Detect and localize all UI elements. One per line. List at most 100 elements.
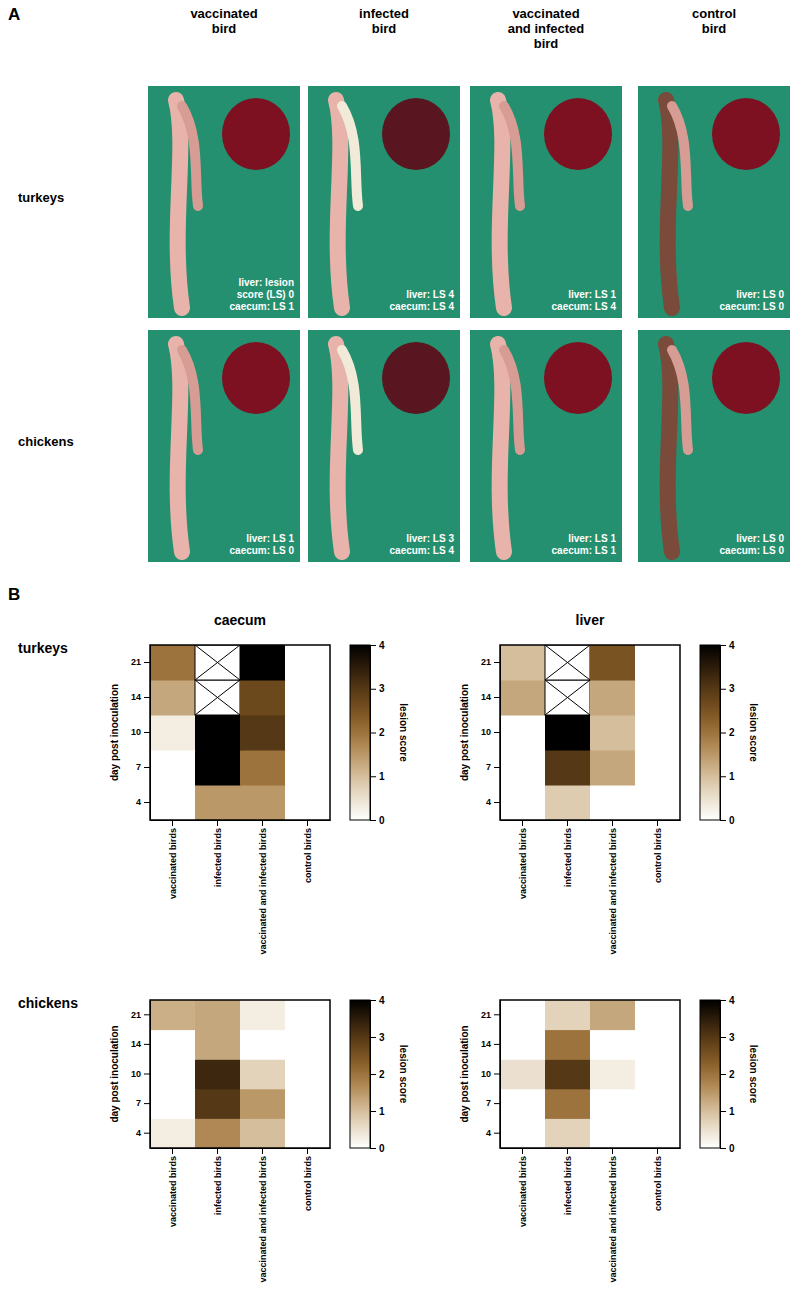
column-header: bird xyxy=(212,21,237,36)
cell xyxy=(545,785,591,820)
y-tick: 7 xyxy=(486,1098,500,1108)
cell xyxy=(150,715,196,751)
cell xyxy=(545,1000,591,1030)
colorbar-tick: 2 xyxy=(720,727,735,738)
missing-cell-box xyxy=(195,680,240,715)
cell xyxy=(240,1059,286,1089)
x-tick: control birds xyxy=(303,1148,313,1211)
axis-line xyxy=(500,1001,501,1149)
x-tick-mark xyxy=(262,1148,263,1154)
y-tick: 10 xyxy=(131,727,150,737)
photo-annotation: caecum: LS 0 xyxy=(720,301,785,312)
axis-line xyxy=(501,1148,681,1149)
cell xyxy=(240,645,286,681)
colorbar-tick-label: 4 xyxy=(379,995,385,1006)
cell xyxy=(285,1000,330,1030)
x-tick: infected birds xyxy=(213,820,223,887)
y-tick-label: 21 xyxy=(481,1010,491,1020)
y-tick: 7 xyxy=(136,1098,150,1108)
cell xyxy=(500,1030,546,1060)
y-tick-mark xyxy=(494,1014,500,1015)
heatmap: vaccinated birdsinfected birdsvaccinated… xyxy=(459,995,759,1283)
x-tick-mark xyxy=(172,820,173,826)
cell xyxy=(285,785,330,820)
cell xyxy=(150,1059,196,1089)
x-tick-mark xyxy=(262,820,263,826)
photo-background xyxy=(470,86,622,318)
photo-annotation: liver: LS 1 xyxy=(246,533,294,544)
missing-cell-box xyxy=(195,645,240,680)
photo-liver xyxy=(222,342,290,414)
x-tick: vaccinated birds xyxy=(518,820,528,899)
photo-annotation: caecum: LS 4 xyxy=(390,545,455,556)
cell xyxy=(500,1000,546,1030)
axis-line xyxy=(150,646,151,821)
y-tick-label: 21 xyxy=(131,1010,141,1020)
x-tick-label: vaccinated and infected birds xyxy=(608,1156,618,1283)
photo-caecum xyxy=(672,106,688,206)
x-tick-mark xyxy=(567,1148,568,1154)
x-tick-label: vaccinated birds xyxy=(168,1156,178,1227)
x-tick: vaccinated birds xyxy=(518,1148,528,1227)
colorbar-title: lesion score xyxy=(748,703,759,762)
photo-intestine xyxy=(336,100,342,308)
y-tick-mark xyxy=(494,697,500,698)
cell xyxy=(545,1030,591,1060)
cells xyxy=(150,1000,330,1148)
cell xyxy=(240,680,286,716)
photo-caecum xyxy=(342,106,358,206)
photo-caecum xyxy=(504,106,520,206)
photo-liver xyxy=(712,342,780,414)
x-tick-mark xyxy=(612,1148,613,1154)
plot-frame xyxy=(150,1000,330,1148)
heatmap: vaccinated birdsinfected birdsvaccinated… xyxy=(459,640,759,955)
cell xyxy=(195,715,241,751)
y-tick: 21 xyxy=(131,657,150,667)
missing-cell-cross xyxy=(195,680,240,715)
y-tick: 14 xyxy=(131,1039,150,1049)
colorbar-tick-mark xyxy=(720,645,726,646)
photo-background xyxy=(470,330,622,562)
colorbar-tick-mark xyxy=(370,689,376,690)
cell xyxy=(240,785,286,820)
colorbar xyxy=(700,645,720,820)
column-header: bird xyxy=(372,21,397,36)
y-tick-mark xyxy=(144,1074,150,1075)
x-tick-mark xyxy=(217,820,218,826)
colorbar-axis: 01234 xyxy=(720,995,735,1154)
y-tick-label: 4 xyxy=(136,1128,141,1138)
x-tick-label: infected birds xyxy=(213,1156,223,1215)
colorbar-tick-label: 2 xyxy=(729,727,735,738)
x-tick: infected birds xyxy=(213,1148,223,1215)
column-title: caecum xyxy=(214,612,266,628)
y-tick: 4 xyxy=(486,797,500,807)
photo-background xyxy=(308,86,460,318)
x-tick-mark xyxy=(657,820,658,826)
colorbar-tick-label: 3 xyxy=(379,1032,385,1043)
x-tick-label: control birds xyxy=(653,1156,663,1211)
panel-label: B xyxy=(8,585,20,604)
cell xyxy=(195,785,241,820)
axis-line xyxy=(501,820,681,821)
y-tick-mark xyxy=(494,767,500,768)
photo: liver: LS 3caecum: LS 4 xyxy=(308,330,460,562)
missing-cell-cross xyxy=(545,645,590,680)
photo: liver: LS 0caecum: LS 0 xyxy=(638,86,790,318)
photo-annotation: liver: lesion xyxy=(238,277,294,288)
missing-cell xyxy=(545,645,590,680)
cell xyxy=(500,1089,546,1119)
colorbar-tick: 0 xyxy=(370,1143,385,1154)
y-tick-label: 4 xyxy=(136,797,141,807)
cell xyxy=(150,645,196,681)
y-tick: 14 xyxy=(131,692,150,702)
colorbar-tick-mark xyxy=(720,1074,726,1075)
colorbar-tick: 1 xyxy=(720,1106,735,1117)
heatmap: vaccinated birdsinfected birdsvaccinated… xyxy=(109,995,409,1283)
photo-caecum xyxy=(672,350,688,450)
missing-cell-box xyxy=(545,680,590,715)
colorbar xyxy=(350,1000,370,1148)
missing-cell-cross xyxy=(195,645,240,680)
cell xyxy=(590,785,636,820)
cell xyxy=(545,1089,591,1119)
cell xyxy=(590,1089,636,1119)
